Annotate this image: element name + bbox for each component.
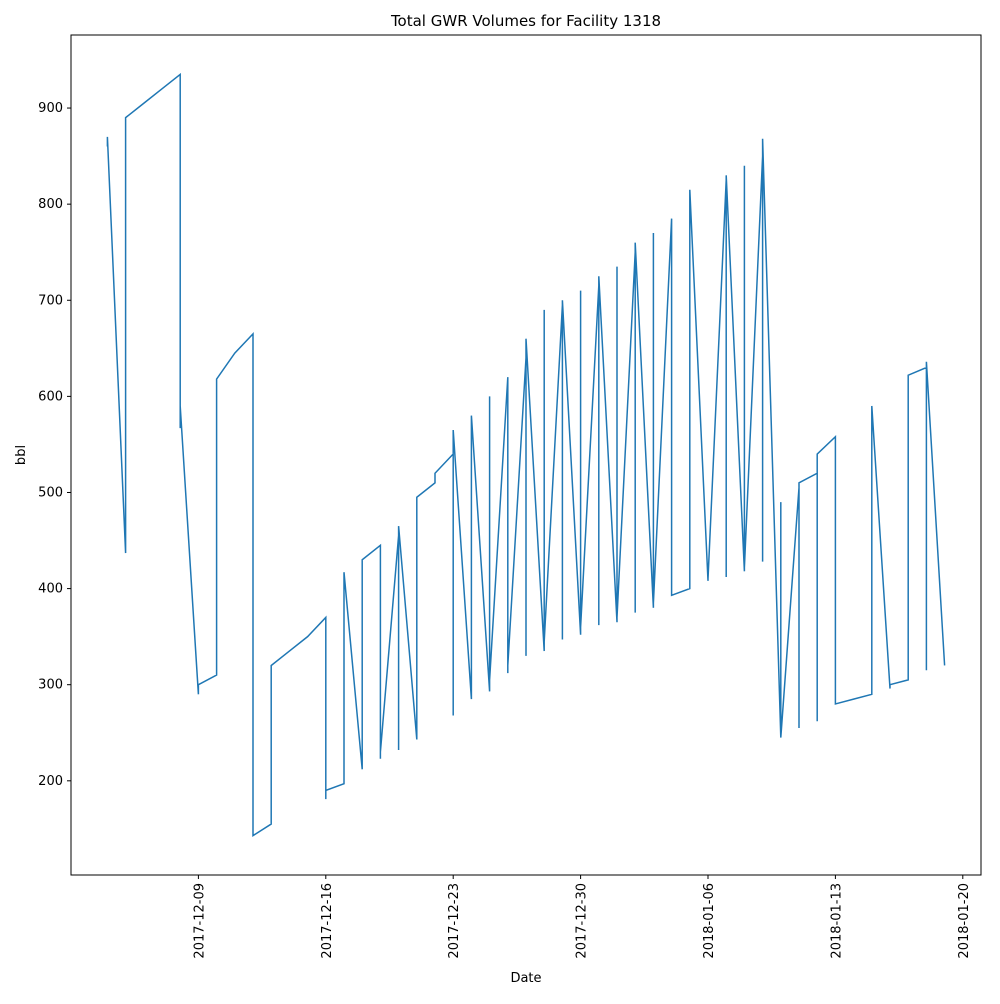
data-line — [106, 72, 946, 837]
y-tick-label: 600 — [38, 389, 63, 404]
x-tick-label: 2018-01-13 — [829, 883, 844, 959]
y-tick-label: 700 — [38, 293, 63, 308]
y-tick-label: 400 — [38, 582, 63, 597]
x-tick-label: 2017-12-30 — [575, 883, 590, 959]
x-tick-label: 2018-01-20 — [957, 883, 972, 959]
x-tick-label: 2017-12-09 — [192, 883, 207, 959]
y-tick-label: 500 — [38, 485, 63, 500]
y-tick-label: 800 — [38, 197, 63, 212]
x-tick-label: 2017-12-16 — [320, 883, 335, 959]
x-tick-label: 2018-01-06 — [702, 883, 717, 959]
y-axis-label: bbl — [14, 445, 29, 465]
x-tick-label: 2017-12-23 — [447, 883, 462, 959]
y-tick-label: 300 — [38, 678, 63, 693]
x-axis-label: Date — [510, 971, 541, 986]
plot-frame — [70, 34, 982, 876]
y-tick-label: 900 — [38, 101, 63, 116]
y-tick-label: 200 — [38, 774, 63, 789]
chart-title: Total GWR Volumes for Facility 1318 — [390, 12, 661, 30]
